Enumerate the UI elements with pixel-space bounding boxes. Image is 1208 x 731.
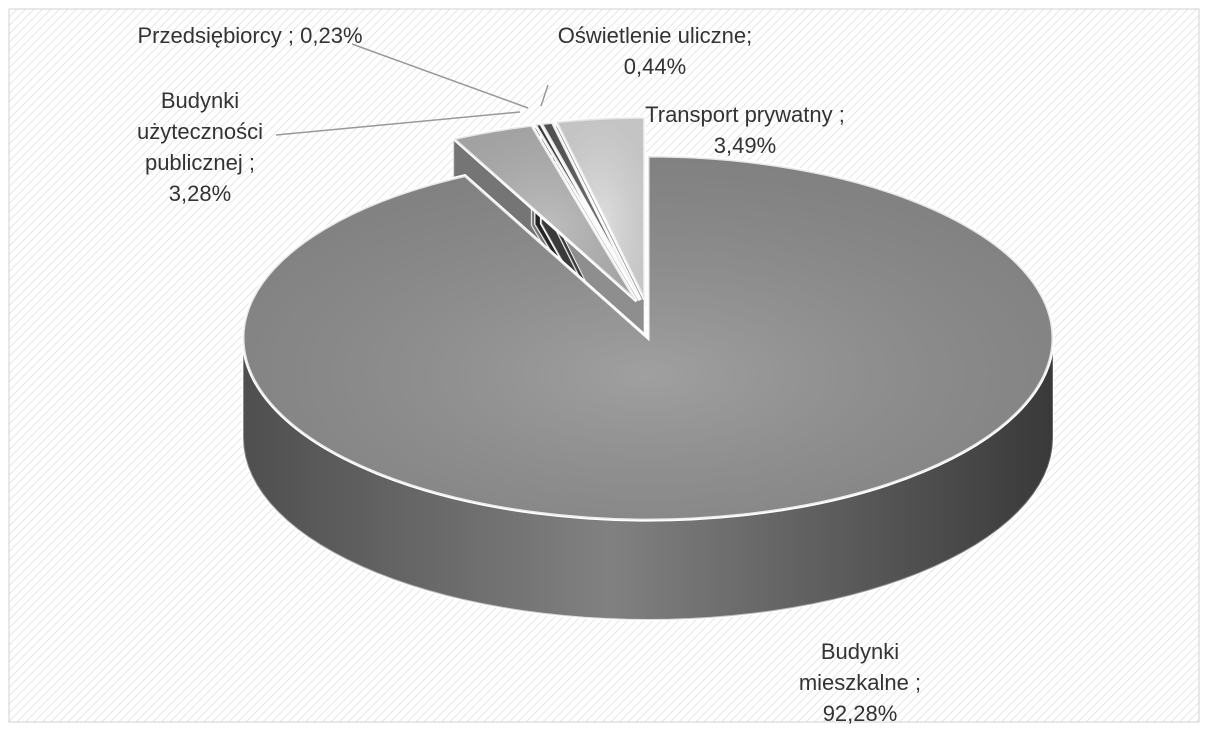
- slice-side-shade: [243, 338, 1053, 620]
- label-name: Przedsiębiorcy: [137, 23, 282, 48]
- label: Przedsiębiorcy ; 0,23%: [135, 20, 365, 51]
- label-separator: ;: [248, 150, 256, 175]
- slice-highlight: [556, 117, 645, 300]
- label-separator: ;: [915, 670, 922, 695]
- label-separator: ;: [746, 23, 753, 48]
- label-name: Transport prywatny: [645, 102, 833, 127]
- leader-line: [351, 43, 529, 109]
- leader-line: [275, 111, 521, 136]
- label-value: 3,49%: [713, 133, 777, 158]
- label: Budynki użyteczności publicznej ; 3,28%: [120, 85, 280, 209]
- label: Transport prywatny ; 3,49%: [625, 99, 865, 161]
- label-name: Budynki użyteczności publicznej: [137, 88, 263, 175]
- label-value: 0,44%: [623, 54, 687, 79]
- label: Budynki mieszkalne ; 92,28%: [770, 636, 950, 729]
- label-value: 92,28%: [822, 701, 898, 726]
- label-name: Oświetlenie uliczne: [557, 23, 747, 48]
- label-value: 0,23%: [300, 23, 363, 48]
- leader-line: [540, 84, 549, 107]
- label-value: 3,28%: [168, 181, 232, 206]
- slice-highlight: [534, 123, 640, 301]
- leader-lines: [275, 43, 549, 136]
- label: Oświetlenie uliczne; 0,44%: [555, 20, 755, 82]
- pie: [241, 115, 1055, 622]
- slice-highlight: [243, 156, 1054, 520]
- slice-highlight: [541, 122, 641, 300]
- label-separator: ;: [287, 23, 294, 48]
- label-separator: ;: [838, 102, 845, 127]
- label-name: Budynki mieszkalne: [798, 639, 909, 695]
- slice-highlight: [453, 125, 637, 302]
